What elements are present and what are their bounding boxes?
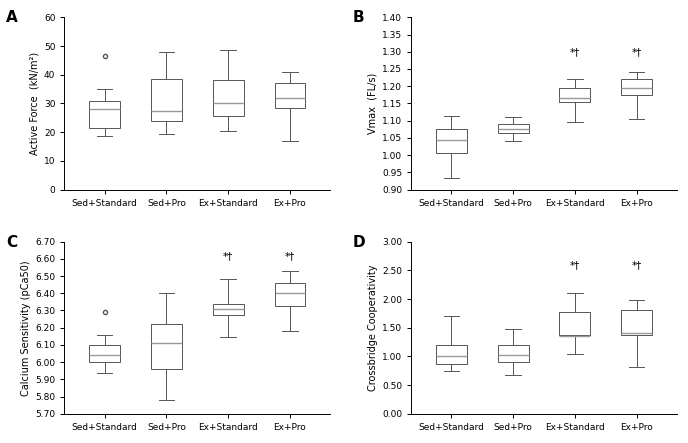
Text: *†: *† xyxy=(223,251,233,261)
Text: D: D xyxy=(353,235,365,250)
Text: *†: *† xyxy=(570,47,580,57)
Y-axis label: Calcium Sensitivity (pCa50): Calcium Sensitivity (pCa50) xyxy=(21,260,31,396)
PathPatch shape xyxy=(559,88,590,102)
Text: A: A xyxy=(6,11,18,25)
Y-axis label: Vmax  (FL/s): Vmax (FL/s) xyxy=(368,73,378,134)
PathPatch shape xyxy=(275,283,305,306)
Text: C: C xyxy=(6,235,17,250)
PathPatch shape xyxy=(275,83,305,108)
PathPatch shape xyxy=(151,324,182,369)
PathPatch shape xyxy=(436,129,467,153)
Y-axis label: Crossbridge Cooperativity: Crossbridge Cooperativity xyxy=(368,264,378,391)
PathPatch shape xyxy=(151,79,182,120)
Text: *†: *† xyxy=(632,260,642,270)
PathPatch shape xyxy=(436,345,467,364)
PathPatch shape xyxy=(89,345,120,362)
Y-axis label: Active Force  (kN/m²): Active Force (kN/m²) xyxy=(30,52,40,155)
PathPatch shape xyxy=(559,311,590,334)
PathPatch shape xyxy=(497,124,528,133)
PathPatch shape xyxy=(213,81,244,117)
Text: *†: *† xyxy=(285,251,295,261)
PathPatch shape xyxy=(89,101,120,128)
Text: *†: *† xyxy=(632,47,642,57)
PathPatch shape xyxy=(621,79,652,95)
PathPatch shape xyxy=(213,304,244,315)
PathPatch shape xyxy=(621,311,652,334)
Text: *†: *† xyxy=(570,260,580,270)
PathPatch shape xyxy=(497,345,528,362)
Text: B: B xyxy=(353,11,365,25)
